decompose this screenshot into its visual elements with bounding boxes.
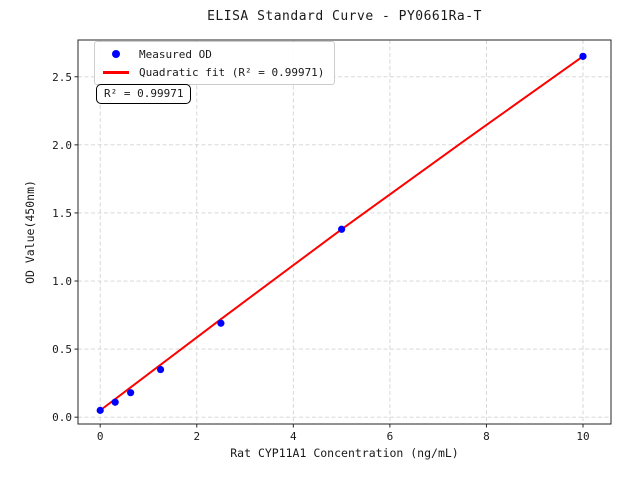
legend-label-quadratic-fit: Quadratic fit (R² = 0.99971) bbox=[139, 65, 325, 79]
y-tick-label: 1.5 bbox=[52, 207, 72, 220]
y-tick-label: 0.5 bbox=[52, 343, 72, 356]
measured-od-point bbox=[111, 398, 119, 406]
x-tick-label: 4 bbox=[290, 430, 297, 443]
x-tick-label: 0 bbox=[97, 430, 104, 443]
y-tick-label: 2.5 bbox=[52, 71, 72, 84]
x-tick-label: 2 bbox=[193, 430, 200, 443]
measured-od-point bbox=[338, 225, 346, 233]
x-tick-label: 8 bbox=[483, 430, 490, 443]
measured-od-point bbox=[127, 389, 135, 397]
red-line-marker-icon bbox=[103, 70, 129, 74]
x-tick-label: 6 bbox=[387, 430, 394, 443]
measured-od-point bbox=[579, 52, 587, 60]
y-tick-label: 1.0 bbox=[52, 275, 72, 288]
legend-swatch bbox=[101, 50, 131, 58]
y-tick-label: 2.0 bbox=[52, 139, 72, 152]
plot-border bbox=[77, 39, 612, 425]
y-tick-label: 0.0 bbox=[52, 411, 72, 424]
legend: Measured OD Quadratic fit (R² = 0.99971) bbox=[94, 41, 336, 85]
blue-dot-marker-icon bbox=[112, 50, 120, 58]
legend-swatch bbox=[101, 70, 131, 74]
x-tick-label: 10 bbox=[576, 430, 589, 443]
measured-od-point bbox=[217, 319, 225, 327]
y-axis-label: OD Value(450nm) bbox=[23, 180, 37, 284]
chart-title: ELISA Standard Curve - PY0661Ra-T bbox=[207, 9, 482, 24]
r-squared-annotation: R² = 0.99971 bbox=[96, 84, 192, 104]
measured-od-point bbox=[96, 406, 104, 414]
legend-item-measured-od: Measured OD bbox=[101, 46, 324, 62]
legend-item-quadratic-fit: Quadratic fit (R² = 0.99971) bbox=[101, 64, 324, 80]
x-axis-label: Rat CYP11A1 Concentration (ng/mL) bbox=[230, 446, 459, 460]
measured-od-point bbox=[156, 365, 165, 374]
legend-label-measured-od: Measured OD bbox=[139, 47, 212, 61]
